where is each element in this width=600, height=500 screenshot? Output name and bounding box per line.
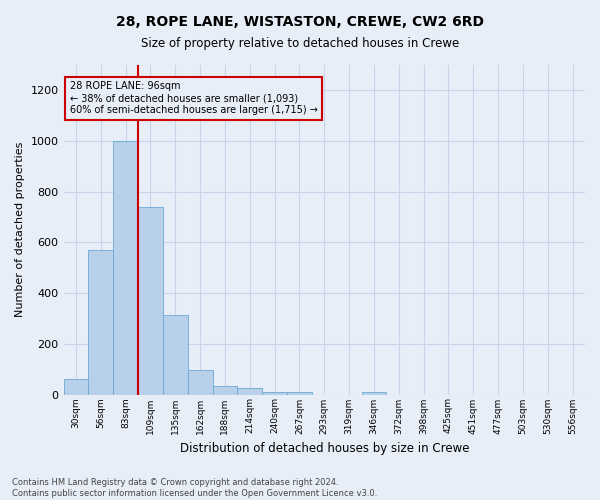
Bar xyxy=(138,207,163,394)
Bar xyxy=(64,380,88,394)
X-axis label: Distribution of detached houses by size in Crewe: Distribution of detached houses by size … xyxy=(179,442,469,455)
Bar xyxy=(163,314,188,394)
Text: Contains HM Land Registry data © Crown copyright and database right 2024.
Contai: Contains HM Land Registry data © Crown c… xyxy=(12,478,377,498)
Bar xyxy=(287,392,312,394)
Bar xyxy=(113,141,138,395)
Text: 28, ROPE LANE, WISTASTON, CREWE, CW2 6RD: 28, ROPE LANE, WISTASTON, CREWE, CW2 6RD xyxy=(116,15,484,29)
Text: Size of property relative to detached houses in Crewe: Size of property relative to detached ho… xyxy=(141,38,459,51)
Y-axis label: Number of detached properties: Number of detached properties xyxy=(15,142,25,318)
Text: 28 ROPE LANE: 96sqm
← 38% of detached houses are smaller (1,093)
60% of semi-det: 28 ROPE LANE: 96sqm ← 38% of detached ho… xyxy=(70,82,317,114)
Bar xyxy=(212,386,238,394)
Bar xyxy=(88,250,113,394)
Bar xyxy=(362,392,386,394)
Bar xyxy=(238,388,262,394)
Bar xyxy=(262,392,287,394)
Bar xyxy=(188,370,212,394)
